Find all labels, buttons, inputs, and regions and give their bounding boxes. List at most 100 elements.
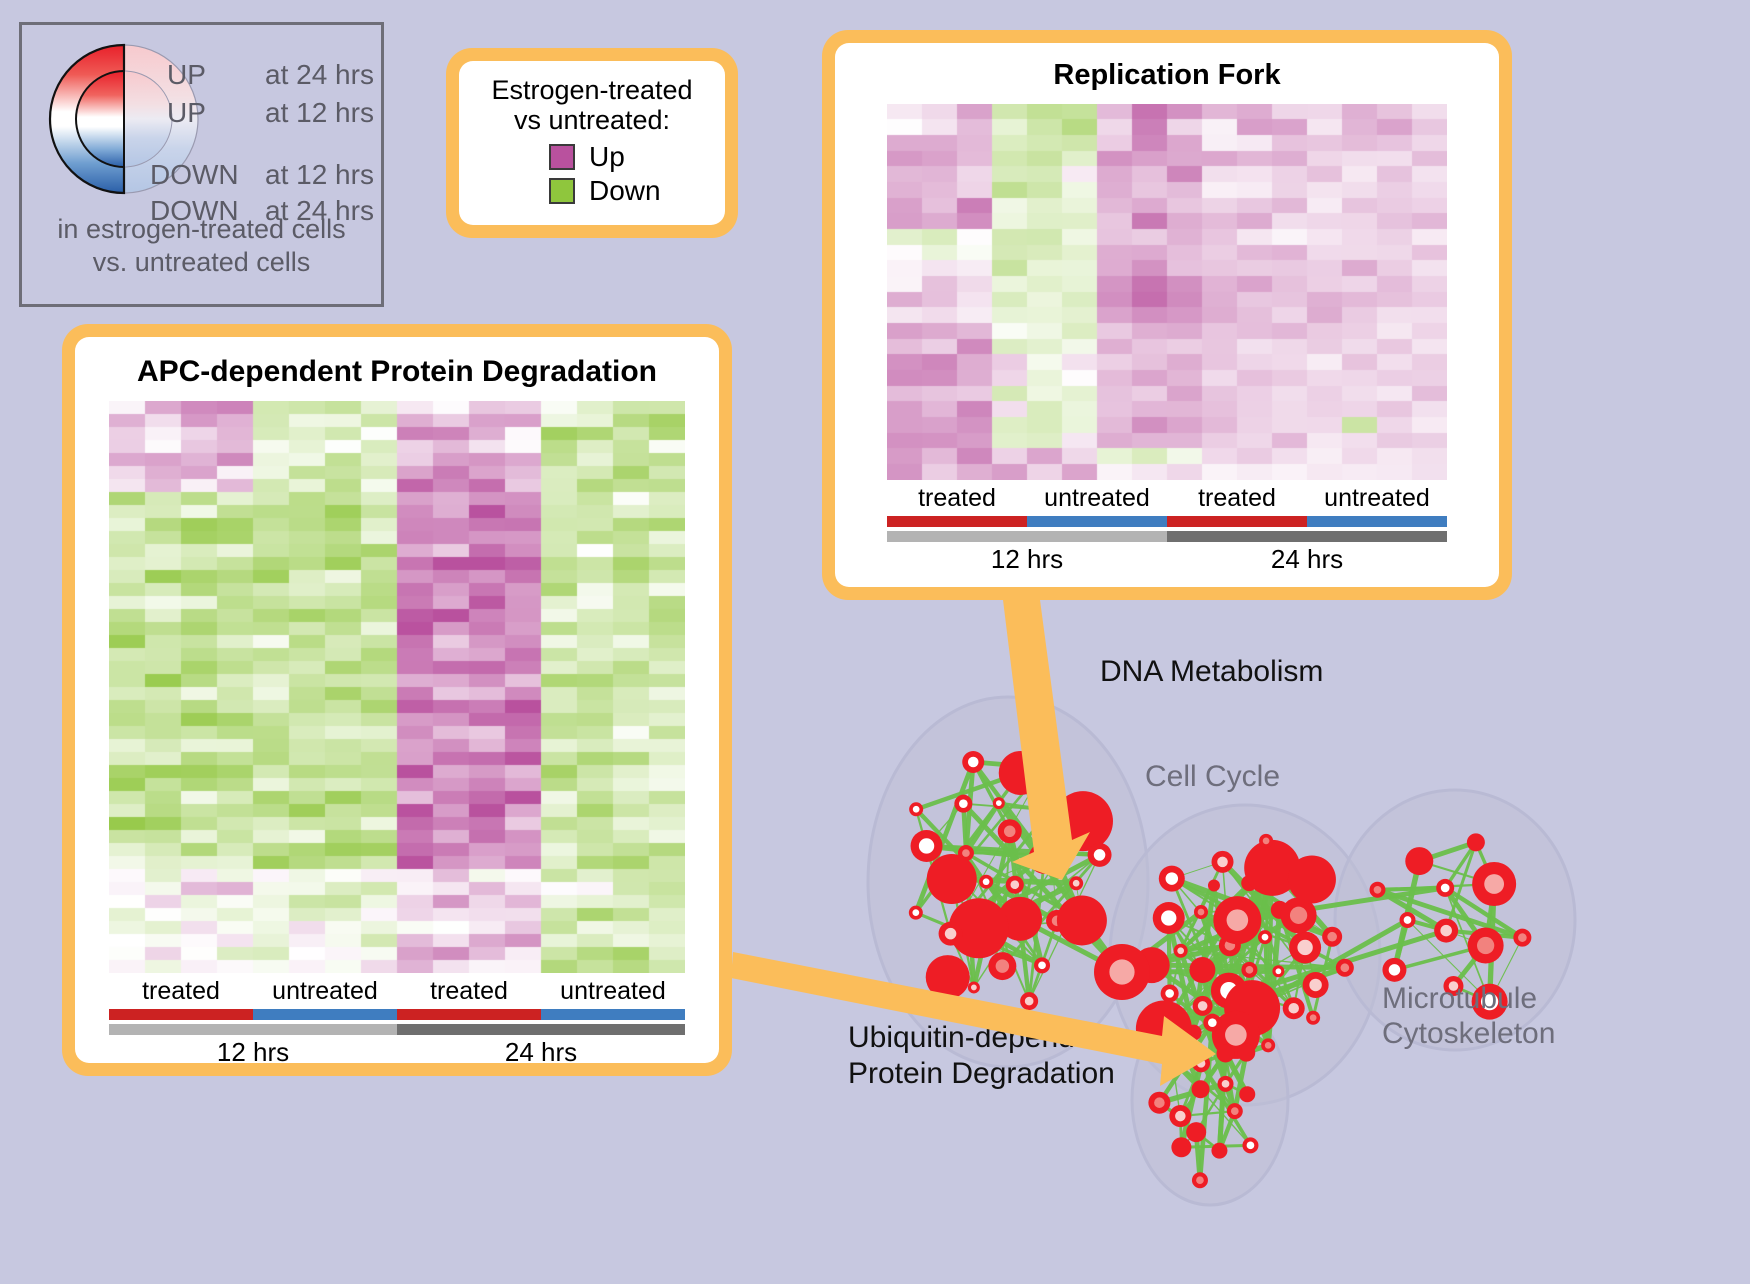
- apc-time-labels: 12 hrs 24 hrs: [109, 1035, 685, 1068]
- node-inner-core: [1004, 826, 1016, 838]
- network-node[interactable]: [1467, 833, 1485, 851]
- network-node[interactable]: [1468, 928, 1504, 964]
- network-node[interactable]: [1069, 876, 1083, 890]
- node-inner-core: [1165, 989, 1174, 998]
- network-node[interactable]: [909, 906, 923, 920]
- network-node[interactable]: [1208, 880, 1220, 892]
- network-node[interactable]: [1192, 1080, 1210, 1098]
- network-node[interactable]: [998, 819, 1022, 843]
- network-node[interactable]: [1336, 959, 1354, 977]
- network-node[interactable]: [926, 955, 970, 999]
- network-node[interactable]: [1169, 1105, 1191, 1127]
- network-node[interactable]: [1034, 957, 1050, 973]
- node-outer-ring: [1405, 847, 1433, 875]
- network-node[interactable]: [1472, 862, 1516, 906]
- node-inner-core: [1265, 1042, 1272, 1049]
- network-node[interactable]: [1259, 834, 1273, 848]
- apc-bar-12hrs: [109, 1024, 397, 1035]
- node-outer-ring: [1171, 1137, 1191, 1157]
- network-node[interactable]: [1369, 882, 1385, 898]
- node-inner-core: [1310, 1014, 1317, 1021]
- network-node[interactable]: [1218, 1076, 1234, 1092]
- network-node[interactable]: [1211, 1143, 1227, 1159]
- network-node[interactable]: [954, 795, 972, 813]
- network-node[interactable]: [1192, 1054, 1210, 1072]
- network-node[interactable]: [1303, 972, 1329, 998]
- node-inner-core: [1227, 909, 1249, 931]
- network-node[interactable]: [1148, 1092, 1170, 1114]
- rep-bar-treated-24: [1167, 516, 1307, 527]
- network-node[interactable]: [1170, 1030, 1190, 1050]
- cluster-label-dna-metabolism: DNA Metabolism: [1100, 655, 1323, 689]
- network-node[interactable]: [911, 830, 943, 862]
- node-inner-core: [1196, 1176, 1204, 1184]
- node-inner-core: [1374, 886, 1382, 894]
- network-node[interactable]: [968, 981, 980, 993]
- network-node[interactable]: [1053, 791, 1113, 851]
- key-word-up-24: UP: [167, 59, 206, 91]
- network-node[interactable]: [1153, 902, 1185, 934]
- node-inner-core: [1231, 1107, 1239, 1115]
- network-node[interactable]: [909, 802, 923, 816]
- network-node[interactable]: [1030, 754, 1058, 782]
- network-node[interactable]: [1227, 1103, 1243, 1119]
- network-node[interactable]: [1217, 1044, 1235, 1062]
- network-node[interactable]: [1288, 855, 1336, 903]
- network-node[interactable]: [1258, 930, 1272, 944]
- network-node[interactable]: [1194, 905, 1208, 919]
- node-inner-core: [1197, 1059, 1206, 1068]
- network-node[interactable]: [1203, 1014, 1221, 1032]
- apc-heatmap-wrap: treated untreated treated untreated 12 h: [75, 401, 719, 1068]
- network-node[interactable]: [1163, 1051, 1181, 1069]
- network-node[interactable]: [1212, 851, 1234, 873]
- apc-label-0: treated: [109, 977, 253, 1006]
- network-node[interactable]: [988, 952, 1016, 980]
- network-node[interactable]: [1382, 958, 1406, 982]
- network-node[interactable]: [1006, 876, 1024, 894]
- network-node[interactable]: [1322, 927, 1342, 947]
- network-node[interactable]: [979, 875, 993, 889]
- legend-title-line-2: vs untreated:: [459, 105, 725, 135]
- network-node[interactable]: [1088, 843, 1112, 867]
- network-node[interactable]: [1239, 1086, 1255, 1102]
- network-node[interactable]: [1241, 962, 1257, 978]
- network-node[interactable]: [927, 854, 977, 904]
- network-node[interactable]: [1272, 965, 1284, 977]
- network-node[interactable]: [1283, 997, 1305, 1019]
- network-node[interactable]: [1192, 1172, 1208, 1188]
- network-node[interactable]: [1174, 944, 1188, 958]
- network-node[interactable]: [1161, 984, 1179, 1002]
- network-node[interactable]: [1289, 931, 1321, 963]
- node-outer-ring: [1189, 957, 1215, 983]
- network-node[interactable]: [1400, 912, 1416, 928]
- network-node[interactable]: [1237, 1044, 1255, 1062]
- network-node[interactable]: [962, 751, 984, 773]
- network-node[interactable]: [1213, 896, 1261, 944]
- key-time-down-12: at 12 hrs: [265, 159, 374, 191]
- network-node[interactable]: [1057, 895, 1107, 945]
- network-node[interactable]: [1171, 1137, 1191, 1157]
- network-node[interactable]: [1261, 1038, 1275, 1052]
- rep-label-3: untreated: [1307, 484, 1447, 513]
- node-outer-ring: [1053, 791, 1113, 851]
- network-node[interactable]: [1193, 996, 1213, 1016]
- network-node[interactable]: [1020, 992, 1038, 1010]
- node-outer-ring: [1217, 1044, 1235, 1062]
- node-inner-core: [1222, 1080, 1230, 1088]
- network-node[interactable]: [1405, 847, 1433, 875]
- network-node[interactable]: [939, 922, 963, 946]
- network-node[interactable]: [1186, 1122, 1206, 1142]
- network-node[interactable]: [1434, 919, 1458, 943]
- network-node[interactable]: [1029, 842, 1061, 874]
- apc-treatment-bars: [109, 1009, 685, 1020]
- network-node[interactable]: [1242, 1137, 1258, 1153]
- network-node[interactable]: [1094, 944, 1150, 1000]
- network-node[interactable]: [993, 797, 1005, 809]
- cluster-label-microtubule-cytoskeleton: Microtubule Cytoskeleton: [1382, 982, 1555, 1051]
- network-node[interactable]: [1306, 1011, 1320, 1025]
- network-node[interactable]: [1513, 929, 1531, 947]
- network-node[interactable]: [1189, 957, 1215, 983]
- panel-replication-inner: Replication Fork treated untreated treat…: [835, 43, 1499, 587]
- network-node[interactable]: [1159, 866, 1185, 892]
- network-node[interactable]: [1436, 879, 1454, 897]
